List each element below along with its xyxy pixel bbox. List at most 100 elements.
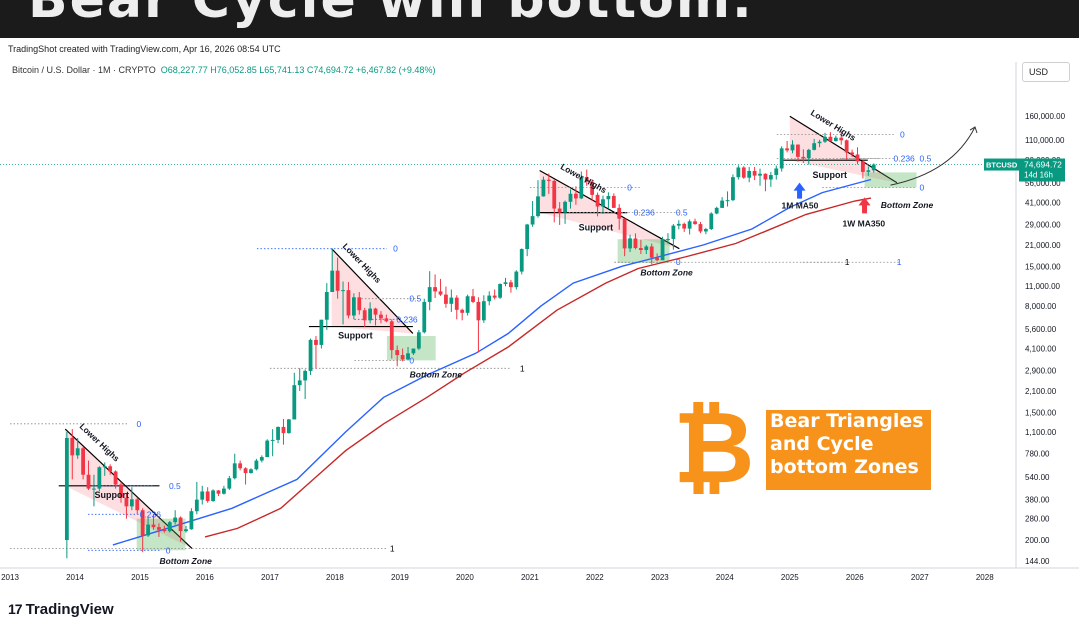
candle-body — [454, 297, 459, 310]
projection-curve — [890, 126, 976, 186]
candle-body — [146, 524, 150, 536]
price-tick-label: 21,000.00 — [1025, 241, 1061, 250]
candle-body — [503, 282, 508, 284]
candle-body — [563, 201, 567, 213]
candle-body — [465, 296, 470, 313]
candle-body — [200, 491, 205, 500]
candle-body — [687, 221, 692, 229]
price-tick-label: 280.00 — [1025, 515, 1050, 524]
ma50-label: 1M MA50 — [782, 201, 819, 211]
candle-body — [590, 181, 595, 195]
fib-level-label: 1 — [390, 543, 395, 553]
candle-body — [741, 167, 746, 178]
fib-level-label: 0.5 — [169, 481, 181, 491]
price-tick-label: 56,000.00 — [1025, 179, 1061, 188]
candle-body — [855, 154, 860, 162]
symbol-name[interactable]: Bitcoin / U.S. Dollar · 1M · CRYPTO — [12, 65, 156, 75]
price-tick-label: 1,500.00 — [1025, 408, 1057, 417]
ma350-line — [204, 197, 872, 538]
candle-body — [460, 309, 465, 313]
candle-body — [178, 517, 183, 532]
candle-body — [774, 168, 779, 176]
fib-level-label: 0.5 — [920, 154, 932, 164]
time-tick-label: 2014 — [66, 573, 84, 582]
candle-body — [97, 467, 102, 489]
time-tick-label: 2027 — [911, 573, 929, 582]
candle-body — [389, 321, 394, 351]
candle-body — [514, 271, 519, 288]
fib-level-label: 0.236 — [140, 509, 162, 519]
candle-body — [644, 246, 649, 250]
lower-highs-line — [539, 169, 680, 250]
fib-level-label: 1 — [520, 363, 525, 373]
candle-body — [108, 466, 113, 472]
promo-line-2: and Cycle — [770, 433, 874, 455]
candle-body — [736, 167, 741, 178]
price-tick-label: 8,000.00 — [1025, 302, 1057, 311]
candle-body — [471, 296, 475, 302]
candle-body — [693, 221, 697, 225]
candle-body — [211, 490, 215, 502]
ma350-label: 1W MA350 — [843, 218, 886, 228]
lower-highs-line — [789, 115, 898, 184]
candle-body — [519, 249, 524, 272]
candle-body — [541, 179, 546, 197]
candle-body — [752, 170, 757, 176]
price-tick-label: 540.00 — [1025, 473, 1050, 482]
candle-body — [232, 463, 237, 479]
candle-body — [433, 287, 437, 292]
price-tick-label: 29,000.00 — [1025, 221, 1061, 230]
candle-body — [579, 177, 584, 199]
candle-body — [682, 223, 687, 229]
candle-body — [400, 355, 405, 360]
candle-body — [850, 152, 854, 155]
candle-body — [346, 290, 351, 316]
tradingview-brand[interactable]: 17 TradingView — [8, 601, 114, 618]
candle-body — [113, 471, 118, 485]
candle-body — [671, 225, 676, 239]
candle-body — [509, 282, 513, 288]
candle-body — [184, 529, 188, 532]
fib-level-label: 0.236 — [396, 314, 418, 324]
candle-body — [292, 385, 297, 420]
time-tick-label: 2024 — [716, 573, 734, 582]
candle-body — [362, 310, 367, 321]
candle-body — [731, 177, 735, 201]
ma50-line — [112, 178, 872, 546]
candle-body — [270, 439, 275, 441]
fib-level-label: 0 — [900, 129, 905, 139]
symbol-line: Bitcoin / U.S. Dollar · 1M · CRYPTO O68,… — [12, 65, 435, 75]
candle-body — [173, 517, 178, 523]
price-tick-label: 2,100.00 — [1025, 387, 1057, 396]
candle-body — [92, 488, 96, 490]
candle-body — [281, 426, 286, 434]
price-tick-label: 780.00 — [1025, 450, 1050, 459]
candle-body — [379, 314, 383, 319]
candle-body — [373, 308, 378, 315]
fib-level-label: 0 — [136, 419, 141, 429]
brand-name: TradingView — [25, 601, 114, 618]
candle-body — [768, 175, 773, 180]
candle-body — [422, 301, 427, 333]
candle-body — [552, 180, 557, 209]
candle-body — [833, 137, 838, 142]
lower-highs-line — [331, 248, 414, 334]
candle-body — [758, 173, 762, 176]
candle-body — [135, 499, 140, 511]
candle-body — [709, 213, 714, 230]
promo-box: Bear Triangles and Cycle bottom Zones — [766, 410, 931, 490]
candle-body — [568, 193, 573, 202]
candle-body — [86, 474, 91, 489]
candle-body — [254, 460, 259, 470]
fib-level-label: 0.5 — [409, 294, 421, 304]
fib-level-label: 0 — [393, 244, 398, 254]
price-tick-label: 144.00 — [1025, 557, 1050, 566]
axis-layer: 160,000.00110,000.0080,000.0056,000.0041… — [0, 62, 1079, 582]
candle-body — [194, 499, 199, 512]
currency-button[interactable]: USD — [1022, 62, 1070, 82]
candle-body — [655, 257, 660, 261]
candle-body — [476, 301, 481, 321]
support-label: Support — [813, 170, 848, 180]
